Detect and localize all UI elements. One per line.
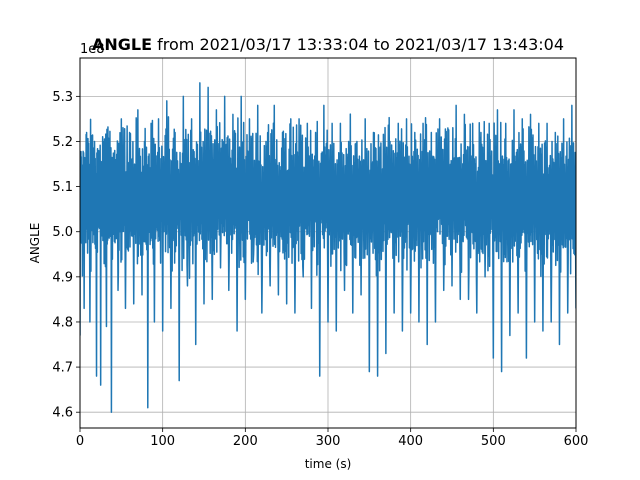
y-tick-label: 5.3	[52, 90, 73, 105]
x-tick-label: 200	[233, 434, 258, 449]
y-tick-label: 4.7	[52, 361, 73, 376]
chart-title-rest: from 2021/03/17 13:33:04 to 2021/03/17 1…	[152, 35, 564, 54]
x-tick-label: 300	[316, 434, 341, 449]
chart-title: ANGLE from 2021/03/17 13:33:04 to 2021/0…	[92, 35, 564, 54]
y-tick-label: 5.2	[52, 135, 73, 150]
series-line	[80, 82, 576, 413]
data-series	[80, 82, 576, 413]
y-offset-label: 1e8	[80, 42, 105, 57]
chart-title-bold: ANGLE	[92, 35, 152, 54]
y-tick-label: 4.6	[52, 406, 73, 421]
x-tick-label: 100	[150, 434, 175, 449]
x-tick-label: 600	[564, 434, 589, 449]
x-tick-label: 0	[76, 434, 84, 449]
x-axis-label: time (s)	[305, 457, 352, 471]
x-axis-ticks: 0 100 200 300 400 500 600	[76, 428, 589, 449]
y-axis-label: ANGLE	[28, 223, 42, 264]
x-tick-label: 500	[481, 434, 506, 449]
x-tick-label: 400	[398, 434, 423, 449]
y-axis-ticks: 4.6 4.7 4.8 4.9 5.0 5.1 5.2 5.3	[52, 90, 80, 421]
y-tick-label: 5.1	[52, 180, 73, 195]
y-tick-label: 4.8	[52, 315, 73, 330]
y-tick-label: 5.0	[52, 225, 73, 240]
y-tick-label: 4.9	[52, 270, 73, 285]
